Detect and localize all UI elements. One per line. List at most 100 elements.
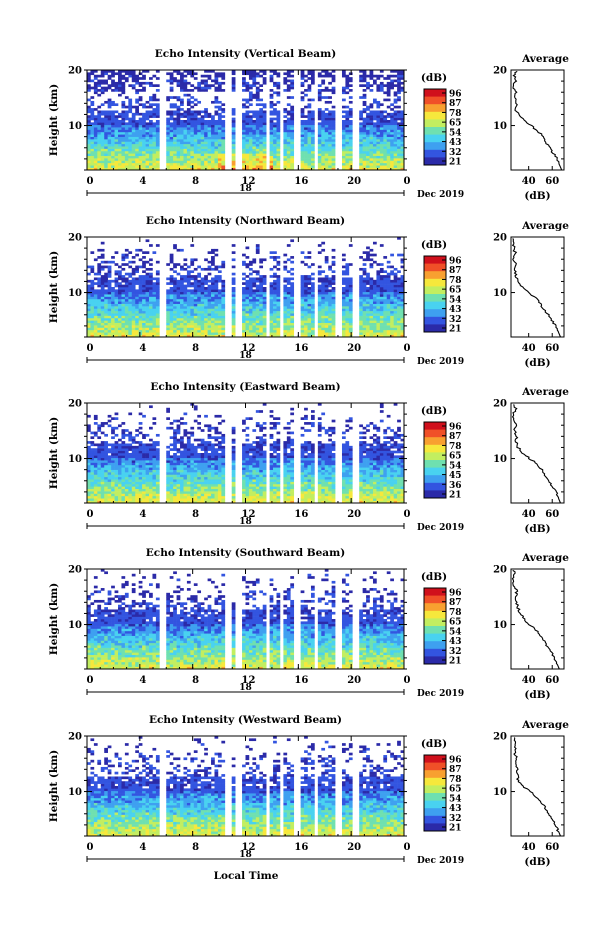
heatmap-cell bbox=[169, 136, 174, 140]
heatmap-cell bbox=[290, 165, 295, 168]
heatmap-cell bbox=[252, 315, 257, 319]
heatmap-cell bbox=[255, 150, 260, 154]
heatmap-cell bbox=[245, 265, 250, 269]
heatmap-cell bbox=[341, 153, 346, 157]
heatmap-cell bbox=[214, 313, 219, 316]
heatmap-cell bbox=[379, 298, 384, 302]
heatmap-cell bbox=[321, 81, 326, 85]
heatmap-cell bbox=[304, 332, 308, 335]
heatmap-cell bbox=[245, 127, 250, 130]
heatmap-cell bbox=[97, 155, 102, 159]
heatmap-cell bbox=[283, 294, 288, 297]
heatmap-cell bbox=[131, 167, 136, 171]
heatmap-cell bbox=[290, 74, 295, 78]
heatmap-cell bbox=[138, 103, 143, 107]
heatmap-cell bbox=[362, 329, 367, 333]
heatmap-cell bbox=[197, 129, 202, 133]
heatmap-cell bbox=[231, 124, 236, 128]
heatmap-cell bbox=[300, 155, 305, 159]
heatmap-cell bbox=[362, 158, 367, 161]
heatmap-cell bbox=[290, 81, 295, 85]
heatmap-cell bbox=[379, 124, 384, 128]
heatmap-cell bbox=[259, 117, 264, 121]
heatmap-cell bbox=[217, 275, 222, 278]
heatmap-cell bbox=[207, 115, 212, 118]
x-tick-label: 8 bbox=[192, 176, 199, 187]
heatmap-cell bbox=[386, 260, 391, 264]
heatmap-cell bbox=[107, 100, 112, 104]
heatmap-cell bbox=[176, 148, 181, 152]
heatmap-cell bbox=[166, 148, 170, 152]
heatmap-cell bbox=[173, 158, 177, 161]
heatmap-cell bbox=[118, 296, 122, 300]
heatmap-cell bbox=[366, 155, 370, 159]
heatmap-cell bbox=[107, 320, 112, 324]
heatmap-cell bbox=[180, 158, 184, 161]
heatmap-cell bbox=[97, 277, 102, 281]
heatmap-cell bbox=[283, 141, 288, 145]
heatmap-cell bbox=[128, 120, 133, 123]
heatmap-cell bbox=[176, 153, 181, 157]
heatmap-cell bbox=[214, 279, 219, 283]
heatmap-cell bbox=[135, 89, 139, 92]
heatmap-cell bbox=[400, 332, 405, 335]
heatmap-cell bbox=[217, 270, 222, 274]
heatmap-cell bbox=[317, 112, 322, 116]
heatmap-cell bbox=[104, 272, 108, 276]
heatmap-cell bbox=[307, 265, 312, 269]
heatmap-cell bbox=[366, 317, 370, 321]
heatmap-cell bbox=[324, 320, 329, 324]
heatmap-cell bbox=[331, 136, 336, 140]
heatmap-cell bbox=[379, 322, 384, 326]
heatmap-cell bbox=[107, 284, 112, 288]
heatmap-cell bbox=[286, 103, 291, 107]
heatmap-cell bbox=[217, 127, 222, 130]
panel-title: Echo Intensity (Eastward Beam) bbox=[150, 381, 340, 393]
heatmap-cell bbox=[359, 146, 363, 149]
heatmap-cell bbox=[259, 103, 264, 107]
heatmap-cell bbox=[317, 244, 322, 247]
heatmap-cell bbox=[214, 253, 219, 257]
heatmap-cell bbox=[217, 291, 222, 295]
heatmap-cell bbox=[217, 322, 222, 326]
heatmap-cell bbox=[372, 129, 377, 133]
heatmap-cell bbox=[176, 310, 181, 314]
heatmap-cell bbox=[255, 112, 260, 116]
heatmap-cell bbox=[345, 155, 350, 159]
heatmap-cell bbox=[397, 139, 401, 142]
heatmap-cell bbox=[310, 284, 315, 288]
heatmap-cell bbox=[324, 158, 329, 161]
heatmap-cell bbox=[376, 112, 381, 116]
heatmap-cell bbox=[341, 136, 346, 140]
heatmap-cell bbox=[211, 284, 215, 288]
heatmap-cell bbox=[397, 127, 401, 130]
heatmap-cell bbox=[176, 282, 181, 285]
heatmap-cell bbox=[393, 79, 398, 83]
heatmap-cell bbox=[393, 146, 398, 149]
heatmap-cell bbox=[252, 282, 257, 285]
heatmap-cell bbox=[121, 141, 126, 145]
heatmap-cell bbox=[118, 77, 122, 80]
heatmap-cell bbox=[231, 108, 236, 111]
heatmap-cell bbox=[383, 148, 388, 152]
heatmap-cell bbox=[131, 332, 136, 335]
heatmap-cell bbox=[193, 165, 198, 168]
heatmap-cell bbox=[372, 153, 377, 157]
heatmap-cell bbox=[372, 98, 377, 102]
heatmap-cell bbox=[149, 322, 153, 326]
heatmap-cell bbox=[176, 294, 181, 297]
heatmap-cell bbox=[386, 146, 391, 149]
heatmap-cell bbox=[317, 129, 322, 133]
heatmap-cell bbox=[231, 308, 236, 312]
heatmap-cell bbox=[97, 81, 102, 85]
heatmap-cell bbox=[286, 141, 291, 145]
heatmap-cell bbox=[173, 131, 177, 135]
heatmap-cell bbox=[386, 122, 391, 126]
heatmap-cell bbox=[321, 122, 326, 126]
heatmap-cell bbox=[97, 129, 102, 133]
heatmap-cell bbox=[193, 134, 198, 137]
heatmap-cell bbox=[197, 136, 202, 140]
heatmap-cell bbox=[138, 298, 143, 302]
heatmap-cell bbox=[379, 334, 384, 338]
heatmap-cell bbox=[214, 303, 219, 307]
